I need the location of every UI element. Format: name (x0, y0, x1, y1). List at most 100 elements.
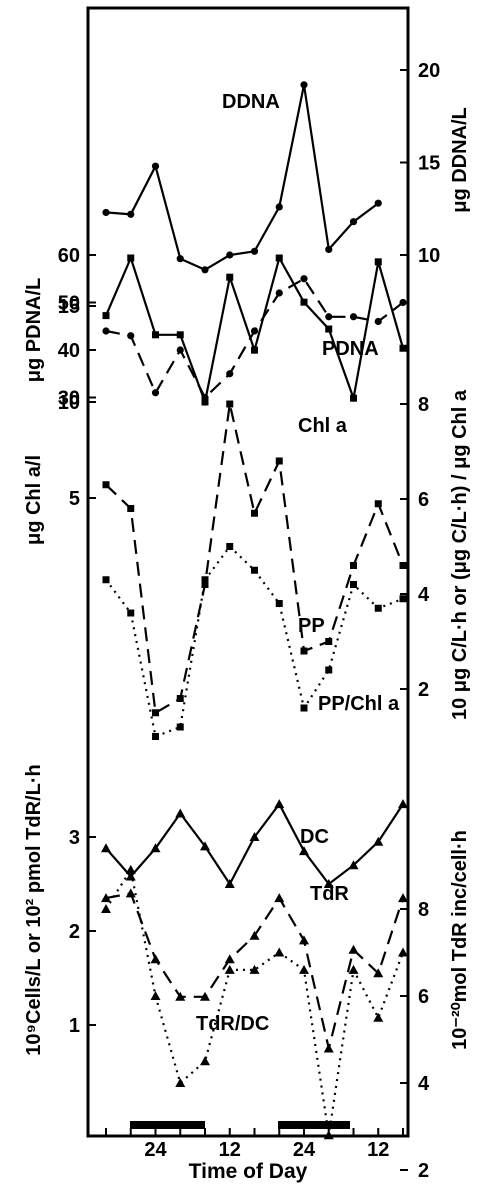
point-ddna (176, 255, 184, 263)
point-dc (323, 879, 334, 888)
tick-label-chla_left-5: 5 (69, 488, 80, 510)
point-dc (150, 843, 161, 853)
point-tdr (398, 893, 408, 903)
point-chla (127, 254, 135, 262)
point-ddna (151, 162, 160, 170)
tick-label-dc_right-8: 8 (418, 899, 429, 921)
night-bar (130, 1121, 205, 1129)
series-label-pdna: PDNA (322, 338, 379, 360)
tick-label-dc_right-2: 2 (418, 1160, 429, 1182)
point-tdrdc (348, 964, 359, 974)
tick-label-dc_left-2: 2 (69, 921, 80, 943)
tick-label-dna_right-15: 15 (418, 153, 440, 175)
point-tdr (348, 944, 359, 954)
point-tdrdc (323, 1130, 334, 1140)
point-ppchla (399, 595, 407, 603)
point-ppchla (176, 723, 184, 731)
point-pdna (127, 332, 135, 340)
point-tdrdc (200, 1056, 210, 1066)
right-axis-label-pp: 10 μg C/L·h or (μg C/L·h) / μg Chl a (449, 389, 471, 720)
point-tdr (373, 968, 384, 978)
point-ppchla (350, 581, 357, 588)
point-ppchla (102, 576, 110, 584)
point-ppchla (127, 609, 135, 617)
point-chla (201, 398, 209, 406)
tick-label-dna_left-30: 30 (58, 388, 80, 410)
x-tick-label-24: 24 (293, 1139, 316, 1161)
point-tdrdc (398, 947, 408, 957)
point-pdna (275, 289, 283, 297)
point-dc (299, 846, 309, 856)
tick-label-chla_right-8: 8 (418, 394, 429, 416)
point-tdrdc (101, 904, 111, 913)
x-tick-label-12: 12 (367, 1139, 389, 1161)
point-tdr (249, 930, 260, 940)
tick-label-dc_left-1: 1 (69, 1015, 80, 1037)
point-ppchla (300, 704, 308, 712)
point-ddna (275, 203, 283, 211)
tick-label-chla_right-6: 6 (418, 489, 429, 511)
left-axis-label-dc: 10⁹Cells/L or 10² pmol TdR/L·h (23, 764, 45, 1055)
point-ppchla (325, 666, 333, 674)
point-tdr (125, 888, 136, 898)
point-ddna (226, 251, 234, 259)
tick-label-dna_right-10: 10 (418, 245, 440, 267)
point-dc (249, 832, 260, 841)
point-pp (300, 647, 308, 655)
point-pdna (250, 327, 259, 335)
tick-label-dc_left-3: 3 (69, 827, 80, 849)
right-axis-label-tdr-inc: 10⁻²⁰mol TdR inc/cell·h (449, 830, 471, 1050)
point-tdr (101, 893, 111, 903)
point-tdr (274, 893, 285, 903)
point-ppchla (374, 604, 382, 612)
point-dc (348, 860, 359, 870)
point-ddna (374, 199, 382, 207)
point-dc (398, 799, 408, 809)
point-pdna (226, 370, 234, 378)
axis-ticks: 60 50 40 30 20 15 10 15 10 5 8 6 4 2 3 2 1 8 6 4 2 24 12 24 12 (58, 60, 441, 1182)
point-tdrdc (224, 964, 235, 974)
point-chla (152, 331, 159, 339)
tick-label-chla_left-10: 10 (58, 392, 80, 414)
point-pdna (374, 317, 382, 326)
series-label-tdr: TdR (310, 883, 349, 905)
point-pdna (300, 275, 308, 283)
point-ppchla (152, 733, 159, 740)
point-tdrdc (175, 1078, 186, 1087)
point-pp (226, 400, 234, 408)
point-tdrdc (249, 964, 260, 974)
point-ddna (349, 218, 358, 226)
point-pdna (399, 298, 407, 307)
series-label-tdrdc: TdR/DC (196, 1013, 269, 1035)
plot-frame (86, 6, 410, 1138)
series-line-ddna (105, 84, 379, 272)
point-tdr (150, 954, 161, 964)
series-line-pp (105, 403, 405, 715)
point-ppchla (275, 600, 283, 607)
night-bar (278, 1121, 350, 1129)
tick-label-chla_right-4: 4 (418, 584, 430, 606)
tick-label-chla_left-15: 15 (58, 296, 80, 318)
point-tdr (175, 991, 186, 1001)
point-chla (275, 254, 283, 262)
point-chla (350, 394, 357, 402)
point-ddna (325, 245, 333, 254)
point-tdr (299, 935, 309, 945)
point-ppchla (201, 576, 209, 584)
series-label-ddna: DDNA (222, 91, 280, 113)
point-chla (399, 344, 407, 352)
point-tdrdc (299, 964, 309, 974)
point-tdrdc (373, 1012, 384, 1022)
point-pdna (176, 346, 184, 354)
tick-label-dna_left-40: 40 (58, 340, 80, 362)
point-pp (102, 481, 110, 489)
point-pp (201, 581, 209, 588)
tick-label-dc_right-6: 6 (418, 986, 429, 1008)
tick-label-dna_right-20: 20 (418, 60, 440, 82)
series-label-dc: DC (300, 826, 329, 848)
point-ppchla (251, 566, 258, 574)
point-ddna (300, 81, 308, 89)
point-dc (125, 871, 136, 881)
point-pdna (349, 313, 358, 321)
